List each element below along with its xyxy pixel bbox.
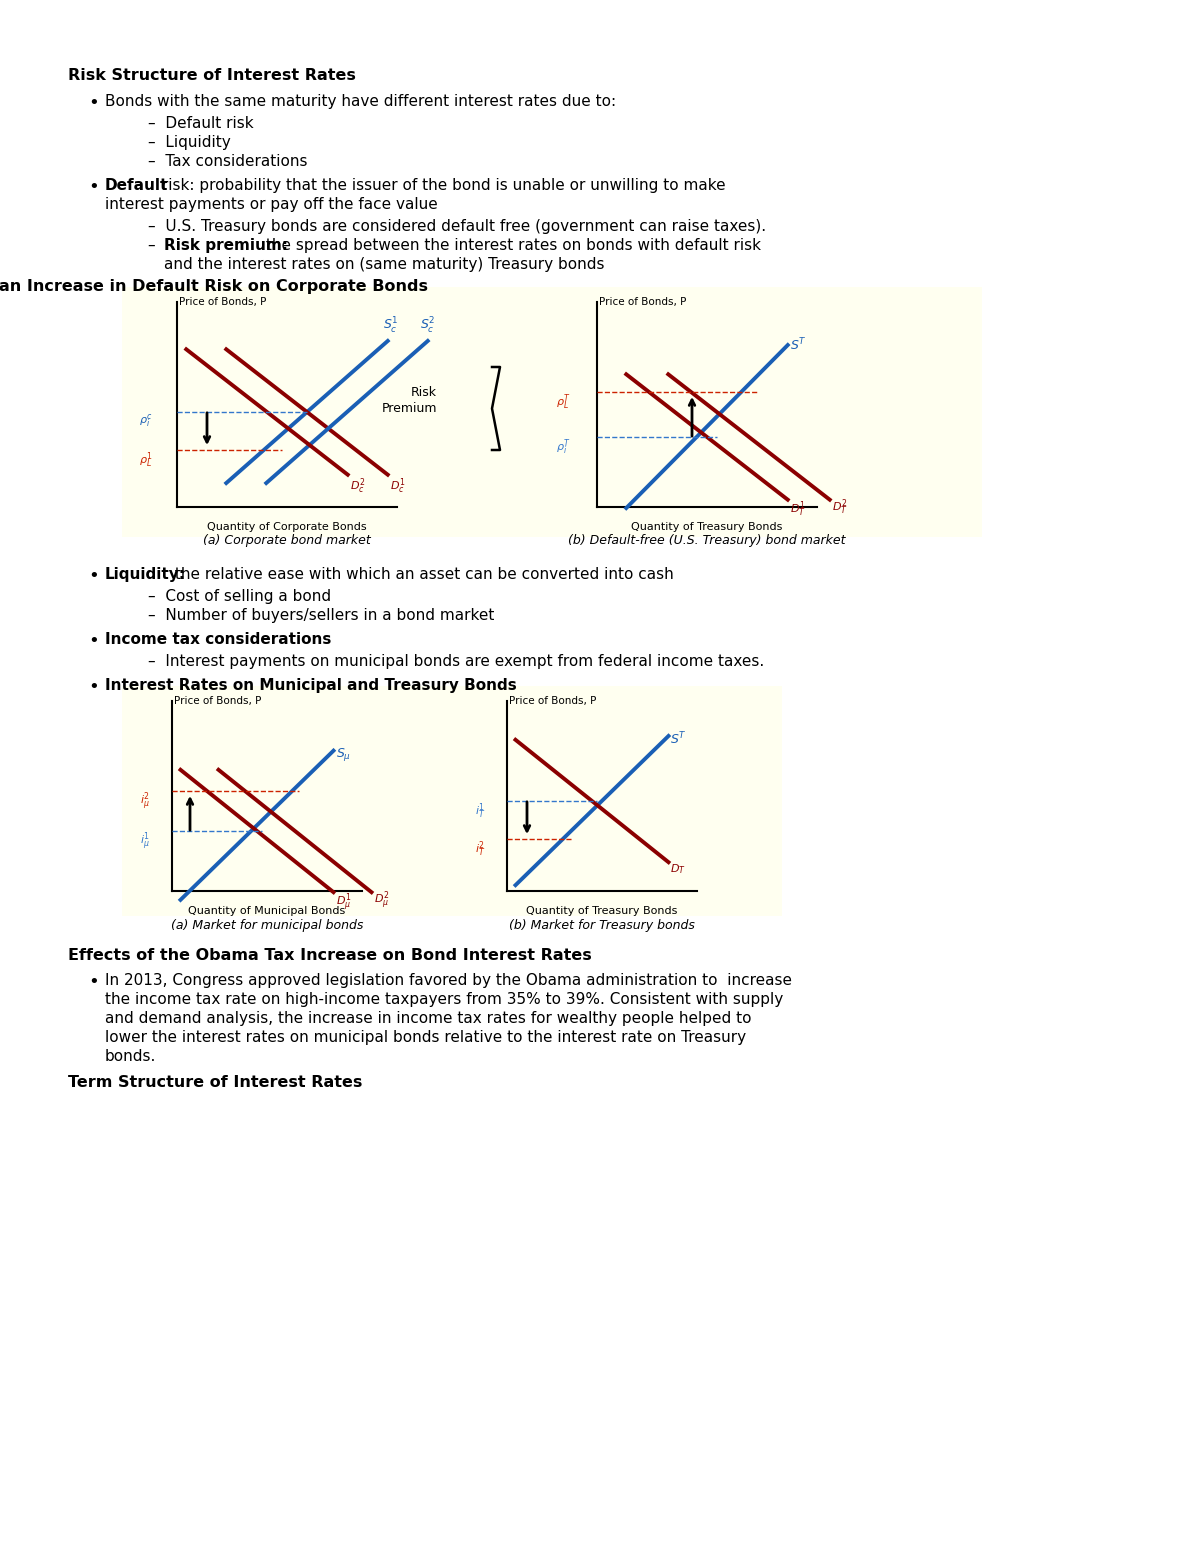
Text: $\rho_L^T$: $\rho_L^T$ [557,391,571,412]
Bar [122,686,782,916]
Text: $i_\mu^1$: $i_\mu^1$ [140,831,150,853]
Text: $S_c^2$: $S_c^2$ [420,315,436,335]
Text: Quantity of Municipal Bonds: Quantity of Municipal Bonds [188,905,346,916]
Text: Risk premium:: Risk premium: [164,238,288,253]
Text: (a) Market for municipal bonds: (a) Market for municipal bonds [170,919,364,932]
Text: $D_T$: $D_T$ [671,862,686,876]
Text: •: • [88,95,98,112]
Text: $D_\mu^2$: $D_\mu^2$ [373,890,389,913]
Text: •: • [88,679,98,696]
Text: –  Cost of selling a bond: – Cost of selling a bond [148,589,331,604]
Text: $D_c^1$: $D_c^1$ [390,477,406,497]
Text: Quantity of Treasury Bonds: Quantity of Treasury Bonds [631,522,782,533]
Text: risk: probability that the issuer of the bond is unable or unwilling to make: risk: probability that the issuer of the… [157,179,726,193]
Text: $i_T^1$: $i_T^1$ [475,801,485,820]
Text: the income tax rate on high-income taxpayers from 35% to 39%. Consistent with su: the income tax rate on high-income taxpa… [106,992,784,1006]
Text: bonds.: bonds. [106,1048,156,1064]
Text: $S^T$: $S^T$ [790,337,806,354]
Text: (b) Default-free (U.S. Treasury) bond market: (b) Default-free (U.S. Treasury) bond ma… [569,534,846,547]
Text: and demand analysis, the increase in income tax rates for wealthy people helped : and demand analysis, the increase in inc… [106,1011,751,1027]
Text: $D_c^2$: $D_c^2$ [349,477,365,497]
Text: $D_\mu^1$: $D_\mu^1$ [336,893,352,915]
Text: Price of Bonds, P: Price of Bonds, P [509,696,596,707]
Text: $i_T^2$: $i_T^2$ [475,839,485,859]
Text: –  U.S. Treasury bonds are considered default free (government can raise taxes).: – U.S. Treasury bonds are considered def… [148,219,766,235]
Text: •: • [88,179,98,196]
Text: $D_T^1$: $D_T^1$ [790,500,805,519]
Text: Bonds with the same maturity have different interest rates due to:: Bonds with the same maturity have differ… [106,95,616,109]
Text: Price of Bonds, P: Price of Bonds, P [174,696,262,707]
Text: –  Interest payments on municipal bonds are exempt from federal income taxes.: – Interest payments on municipal bonds a… [148,654,764,669]
Text: $i_\mu^2$: $i_\mu^2$ [140,790,150,814]
Text: $\rho_L^1$: $\rho_L^1$ [139,450,154,469]
Bar [122,287,982,537]
Text: Price of Bonds, P: Price of Bonds, P [599,297,686,307]
Text: Interest Rates on Municipal and Treasury Bonds: Interest Rates on Municipal and Treasury… [106,679,517,693]
Text: Quantity of Corporate Bonds: Quantity of Corporate Bonds [208,522,367,533]
Text: lower the interest rates on municipal bonds relative to the interest rate on Tre: lower the interest rates on municipal bo… [106,1030,746,1045]
Text: Risk Structure of Interest Rates: Risk Structure of Interest Rates [68,68,356,82]
Text: interest payments or pay off the face value: interest payments or pay off the face va… [106,197,438,213]
Text: •: • [88,632,98,651]
Text: –  Number of buyers/sellers in a bond market: – Number of buyers/sellers in a bond mar… [148,609,494,623]
Text: $\rho_i^c$: $\rho_i^c$ [139,412,154,429]
Text: Default: Default [106,179,168,193]
Text: (a) Corporate bond market: (a) Corporate bond market [203,534,371,547]
Text: Risk
Premium: Risk Premium [382,387,437,415]
Text: Price of Bonds, P: Price of Bonds, P [179,297,266,307]
Text: –  Default risk: – Default risk [148,116,253,130]
Text: –  Tax considerations: – Tax considerations [148,154,307,169]
Text: Income tax considerations: Income tax considerations [106,632,331,648]
Text: •: • [88,974,98,991]
Text: the spread between the interest rates on bonds with default risk: the spread between the interest rates on… [262,238,761,253]
Text: Response to an Increase in Default Risk on Corporate Bonds: Response to an Increase in Default Risk … [0,280,428,294]
Text: –  Liquidity: – Liquidity [148,135,230,151]
Text: (b) Market for Treasury bonds: (b) Market for Treasury bonds [509,919,695,932]
Text: $S_c^1$: $S_c^1$ [383,315,398,335]
Text: $D_T^2$: $D_T^2$ [832,497,847,517]
Text: Term Structure of Interest Rates: Term Structure of Interest Rates [68,1075,362,1090]
Text: and the interest rates on (same maturity) Treasury bonds: and the interest rates on (same maturity… [164,256,605,272]
Text: Effects of the Obama Tax Increase on Bond Interest Rates: Effects of the Obama Tax Increase on Bon… [68,947,592,963]
Text: Liquidity:: Liquidity: [106,567,186,582]
Text: In 2013, Congress approved legislation favored by the Obama administration to  i: In 2013, Congress approved legislation f… [106,974,792,988]
Text: $S^T$: $S^T$ [671,731,688,747]
Text: Quantity of Treasury Bonds: Quantity of Treasury Bonds [527,905,678,916]
Text: $S_\mu$: $S_\mu$ [336,745,350,763]
Text: $\rho_i^T$: $\rho_i^T$ [557,436,571,457]
Text: the relative ease with which an asset can be converted into cash: the relative ease with which an asset ca… [170,567,673,582]
Text: •: • [88,567,98,585]
Text: –: – [148,238,166,253]
